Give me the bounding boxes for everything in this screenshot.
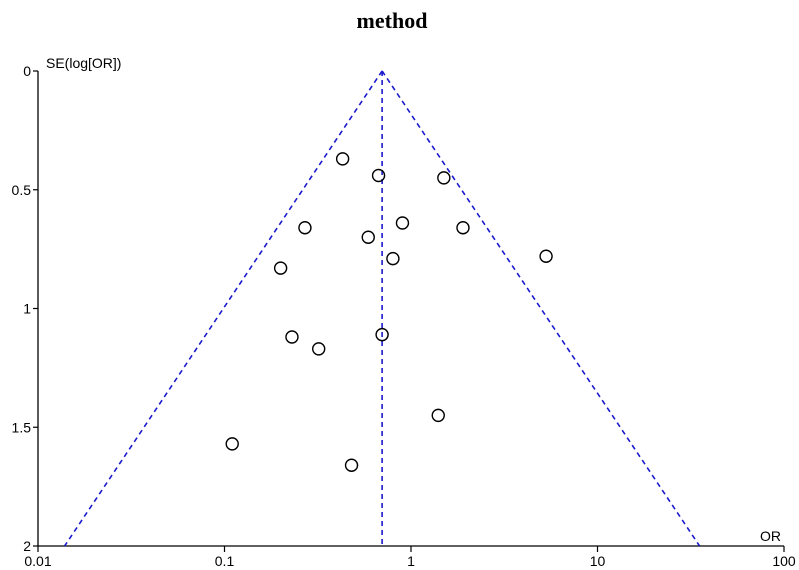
study-point [539, 249, 553, 263]
study-point [375, 327, 389, 342]
funnel-lines [63, 70, 701, 547]
x-tick-label: 100 [772, 553, 796, 569]
study-point [431, 408, 445, 423]
y-tick-label: 1 [23, 301, 31, 317]
x-tick-label: 1 [407, 553, 415, 569]
study-point [285, 330, 299, 344]
x-axis-title: OR [760, 528, 781, 544]
chart-title: method [356, 8, 428, 33]
study-point [225, 437, 239, 451]
study-point [437, 171, 451, 185]
study-points [225, 152, 553, 472]
study-point [298, 221, 312, 235]
study-point [395, 216, 410, 230]
lower-confidence-limit-line [63, 70, 383, 547]
study-point [312, 342, 326, 356]
y-tick-label: 2 [23, 538, 31, 554]
y-tick-label: 0 [23, 63, 31, 79]
y-axis-title: SE(log[OR]) [46, 55, 121, 71]
study-point [361, 230, 375, 244]
y-tick-label: 0.5 [12, 182, 32, 198]
study-point [335, 152, 350, 166]
axes: 0.01 0.1 1 10 100 0 0.5 1 1.5 2 [12, 63, 796, 569]
y-tick-label: 1.5 [12, 419, 32, 435]
x-tick-label: 10 [590, 553, 606, 569]
study-point [371, 168, 386, 183]
x-tick-label: 0.1 [215, 553, 235, 569]
study-point [273, 261, 288, 275]
study-point [456, 221, 470, 235]
x-tick-label: 0.01 [24, 553, 51, 569]
study-point [386, 251, 400, 266]
study-point [344, 458, 359, 472]
upper-confidence-limit-line [381, 70, 701, 547]
